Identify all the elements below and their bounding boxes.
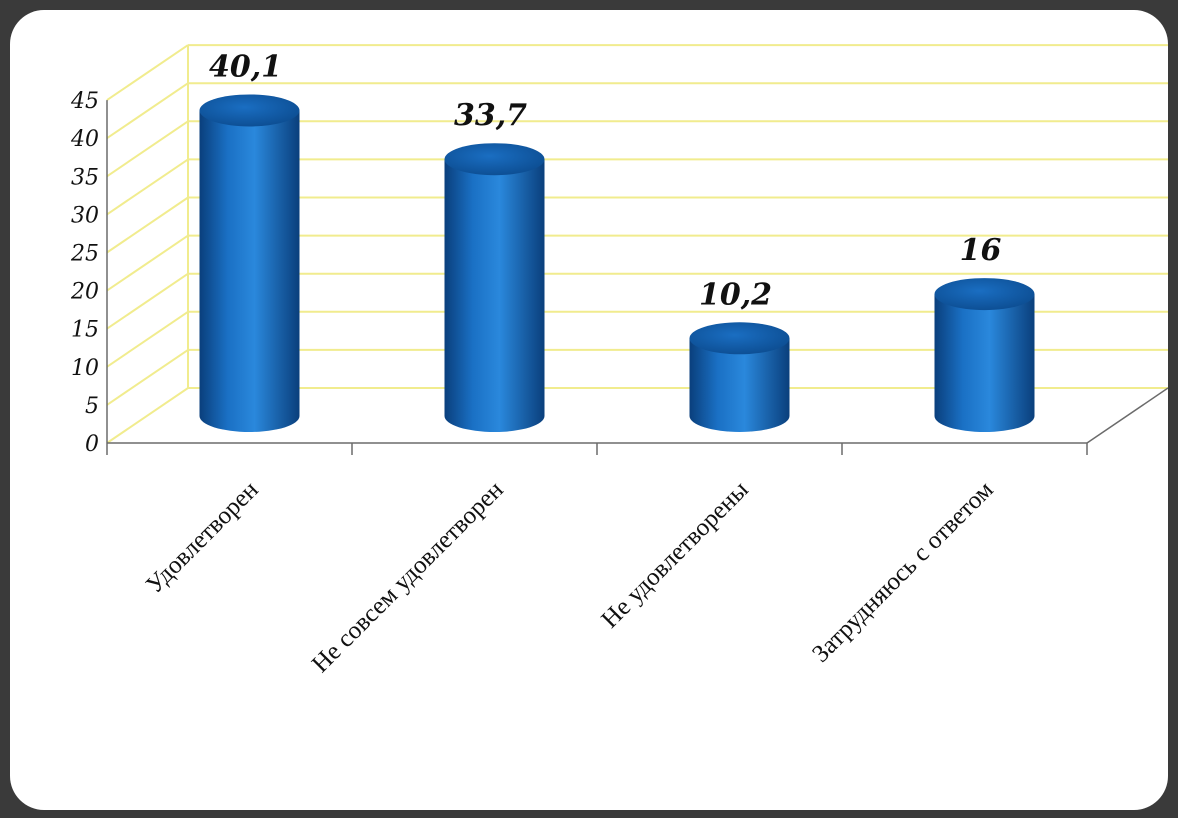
- category-label: Удовлетворен: [141, 476, 264, 599]
- gridline-side: [106, 158, 189, 216]
- y-tick-label: 25: [70, 242, 99, 267]
- value-label: 33,7: [454, 98, 527, 133]
- bar: [934, 278, 1035, 432]
- bar-body: [444, 159, 545, 432]
- gridline-side: [106, 196, 189, 254]
- bar: [444, 143, 545, 432]
- bar-body: [689, 338, 790, 432]
- bar-top: [199, 94, 300, 127]
- gridlines: [106, 44, 1168, 444]
- category-label: Затрудняюсь с ответом: [807, 476, 999, 668]
- bar-top: [934, 278, 1035, 311]
- y-tick-label: 40: [70, 127, 99, 152]
- bar: [199, 94, 300, 433]
- value-label: 40,1: [209, 49, 282, 84]
- bars: [199, 94, 1035, 433]
- y-tick-label: 30: [71, 203, 99, 228]
- bar-top: [444, 143, 545, 176]
- gridline-side: [106, 310, 189, 368]
- bar-body: [199, 110, 300, 433]
- category-label: Не совсем удовлетворен: [307, 476, 509, 678]
- value-label: 10,2: [699, 277, 772, 312]
- y-tick-label: 10: [71, 356, 99, 381]
- chart-card: 0 5 10 15 20 25 30 35 40 45 40,1 Удовлетворен 33,7 Не…: [10, 10, 1168, 810]
- gridline-side: [106, 120, 189, 178]
- category-label: Не удовлетворены: [596, 476, 753, 633]
- gridline-side: [106, 272, 189, 330]
- y-tick-label: 15: [71, 318, 99, 343]
- floor-right-edge: [1086, 387, 1168, 444]
- gridline-side: [106, 44, 189, 101]
- y-tick-label: 0: [85, 432, 99, 457]
- y-tick-label: 45: [70, 89, 99, 114]
- floor-back-edge: [106, 387, 1168, 444]
- y-tick-label: 35: [71, 165, 99, 190]
- bar: [689, 322, 790, 432]
- gridline-side: [106, 82, 189, 140]
- axes: [106, 100, 1168, 455]
- y-tick-label: 5: [85, 394, 99, 419]
- gridline-side: [106, 234, 189, 292]
- bar-top: [689, 322, 790, 355]
- y-tick-label: 20: [70, 280, 99, 305]
- value-label: 16: [960, 233, 1002, 268]
- bar-chart: 0 5 10 15 20 25 30 35 40 45 40,1 Удовлетворен 33,7 Не…: [70, 44, 1168, 678]
- bar-body: [934, 294, 1035, 432]
- gridline-side: [106, 349, 189, 406]
